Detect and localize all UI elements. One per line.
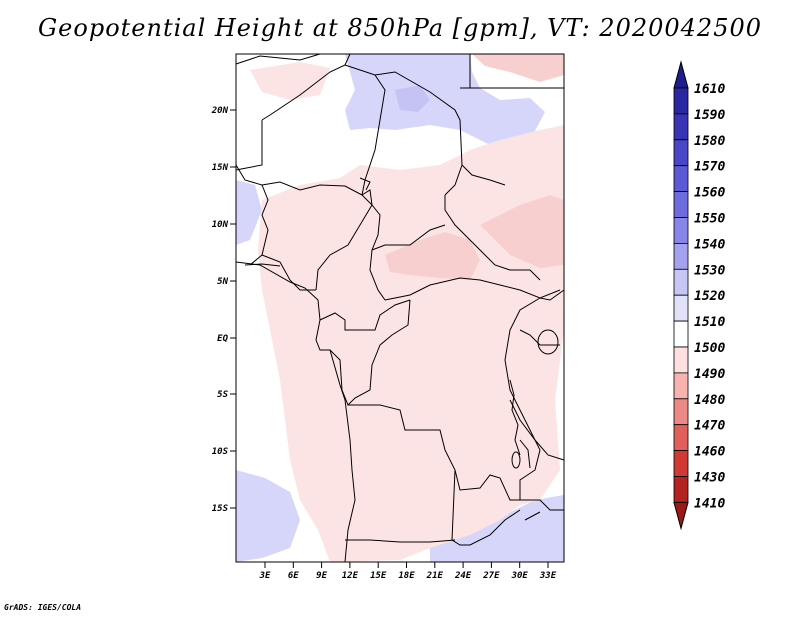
colorbar-swatch <box>673 113 689 141</box>
colorbar: 1610 1590 1580 1570 1560 1550 1540 1530 1520 1510… <box>673 60 725 531</box>
colorbar-swatch <box>673 268 689 296</box>
colorbar-label: 1430 <box>694 471 725 486</box>
pink-region-northeast <box>472 54 564 82</box>
lon-tick-label: 3E <box>259 571 271 581</box>
colorbar-swatch <box>673 165 689 192</box>
lakes <box>359 177 559 521</box>
colorbar-label: 1550 <box>694 212 725 227</box>
colorbar-label: 1580 <box>694 134 725 149</box>
credit-text: GrADS: IGES/COLA <box>4 603 82 612</box>
lon-tick-label: 21E <box>426 571 444 581</box>
colorbar-bottom-arrow <box>673 501 689 531</box>
colorbar-swatch <box>673 450 689 477</box>
lat-tick-label: EQ <box>217 334 228 344</box>
lon-tick-label: 18E <box>398 571 415 581</box>
colorbar-label: 1410 <box>694 496 725 511</box>
colorbar-label: 1530 <box>694 263 725 278</box>
colorbar-swatch <box>673 217 689 244</box>
colorbar-top-arrow <box>673 60 689 89</box>
colorbar-swatch <box>673 424 689 452</box>
colorbar-label: 1480 <box>694 393 725 408</box>
colorbar-swatch <box>673 320 689 348</box>
map-title: Geopotential Height at 850hPa [gpm], VT:… <box>38 14 762 42</box>
lon-tick-label: 24E <box>454 571 472 581</box>
colorbar-swatch <box>673 87 689 115</box>
lat-tick-label: 5N <box>217 277 228 287</box>
lat-tick-label: 15N <box>212 163 229 173</box>
pink-region-north-patch <box>250 62 330 100</box>
colorbar-label: 1540 <box>694 237 725 252</box>
longitude-ticks: 3E 6E 9E 12E 15E 18E 21E 24E 27E 30E 33E <box>259 562 557 581</box>
colorbar-label: 1560 <box>694 186 725 201</box>
colorbar-swatch <box>673 346 689 374</box>
blue-region-west <box>236 180 262 245</box>
colorbar-label: 1470 <box>694 419 725 434</box>
lon-tick-label: 30E <box>511 571 529 581</box>
colorbar-swatch <box>673 398 689 426</box>
lat-tick-label: 15S <box>212 504 229 514</box>
colorbar-swatch <box>673 476 689 503</box>
colorbar-swatch <box>673 191 689 218</box>
colorbar-swatch <box>673 372 689 400</box>
latitude-ticks: 20N 15N 10N 5N EQ 5S 10S 15S <box>211 106 236 514</box>
colorbar-label: 1610 <box>694 82 725 97</box>
lat-tick-label: 5S <box>217 390 228 400</box>
colorbar-label: 1490 <box>694 367 725 382</box>
lat-tick-label: 20N <box>211 106 229 116</box>
colorbar-swatch <box>673 139 689 167</box>
lon-tick-label: 6E <box>288 571 299 581</box>
lat-tick-label: 10N <box>212 220 229 230</box>
colorbar-label: 1510 <box>694 315 725 330</box>
lon-tick-label: 9E <box>316 571 327 581</box>
colorbar-swatch <box>673 294 689 322</box>
pink-region-east <box>480 195 564 268</box>
country-borders <box>235 53 565 563</box>
lon-tick-label: 33E <box>539 571 557 581</box>
map-panel <box>235 53 565 563</box>
blue-region-southwest <box>236 470 300 562</box>
pink-region-central <box>258 125 564 562</box>
blue-region-deep <box>395 85 430 112</box>
lat-tick-label: 10S <box>212 447 229 457</box>
colorbar-label: 1460 <box>694 445 725 460</box>
colorbar-label: 1500 <box>694 341 725 356</box>
lon-tick-label: 27E <box>482 571 500 581</box>
colorbar-label: 1590 <box>694 108 725 123</box>
colorbar-label: 1570 <box>694 160 725 175</box>
lon-tick-label: 15E <box>370 571 387 581</box>
lon-tick-label: 12E <box>342 571 359 581</box>
colorbar-label: 1520 <box>694 289 725 304</box>
pink-region-mid <box>385 232 480 280</box>
colorbar-swatch <box>673 242 689 270</box>
